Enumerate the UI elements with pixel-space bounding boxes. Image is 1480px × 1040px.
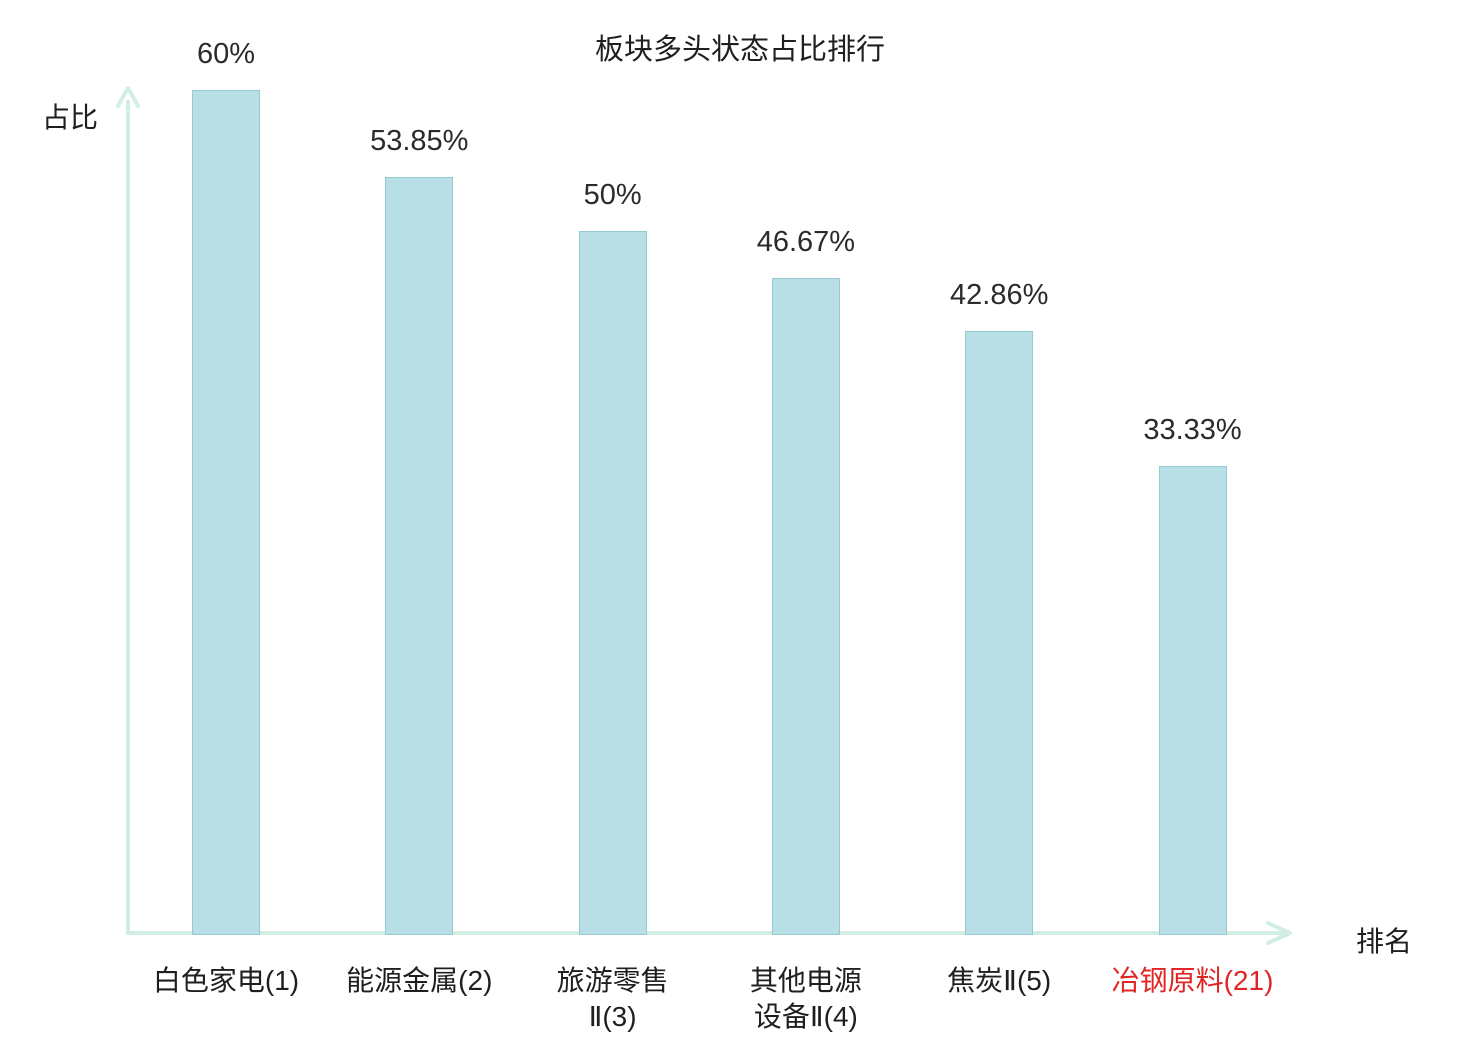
bar (385, 176, 454, 935)
bar-value-label: 53.85% (370, 124, 469, 157)
x-axis-label: 排名 (1356, 926, 1413, 957)
bar-value-label: 33.33% (1143, 413, 1242, 446)
bar-value-label: 42.86% (950, 279, 1049, 312)
bar (578, 230, 647, 935)
chart-title: 板块多头状态占比排行 (594, 34, 885, 66)
bar-category-label: 白色家电(1) (152, 965, 300, 996)
bar-category-label: 焦炭Ⅱ(5) (947, 965, 1052, 996)
bar (192, 90, 260, 935)
x-axis-arrow-icon (1266, 921, 1292, 945)
bar-category-label: 其他电源 设备Ⅱ(4) (749, 965, 862, 1033)
y-axis-label: 占比 (42, 102, 99, 133)
bar-category-label: 旅游零售 Ⅱ(3) (556, 965, 669, 1033)
bar-value-label: 50% (583, 178, 642, 211)
bar-category-label: 能源金属(2) (346, 965, 493, 996)
bar (1158, 465, 1227, 935)
bar-value-label: 60% (196, 38, 256, 70)
bar-category-label: 冶钢原料(21) (1111, 965, 1274, 996)
bar-value-label: 46.67% (756, 225, 856, 258)
bar (771, 277, 840, 935)
y-axis-arrow-icon (116, 86, 140, 108)
bar (965, 331, 1034, 935)
